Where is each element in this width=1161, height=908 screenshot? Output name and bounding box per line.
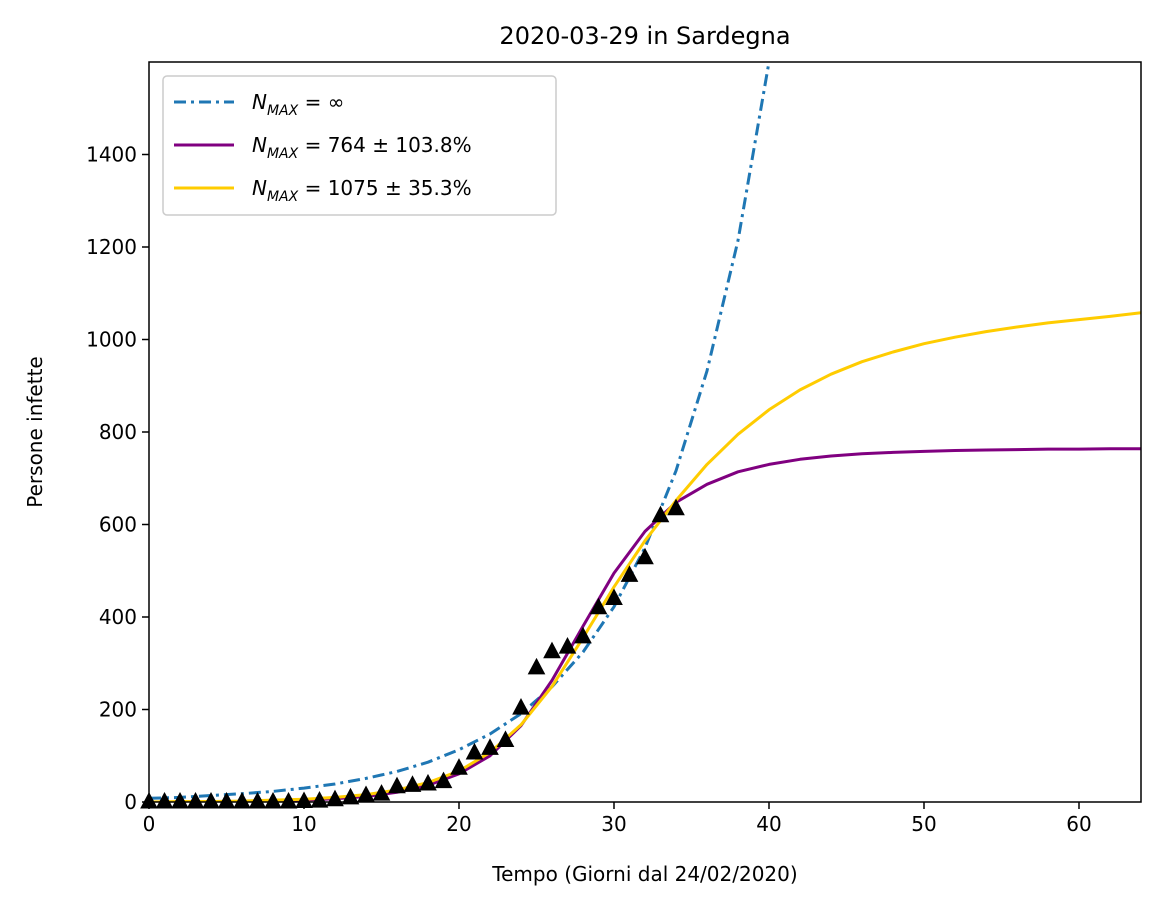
y-tick-label: 200 — [99, 698, 137, 722]
legend-label: NMAX = 1075 ± 35.3% — [252, 176, 472, 205]
data-point — [543, 641, 561, 659]
x-tick-label: 40 — [756, 812, 781, 836]
x-tick-label: 50 — [911, 812, 936, 836]
data-point — [651, 505, 670, 523]
y-tick-label: 1200 — [86, 235, 137, 259]
legend-frame — [162, 75, 557, 216]
data-point — [310, 791, 329, 808]
data-point — [558, 637, 577, 654]
data-point — [481, 738, 499, 755]
data-point — [155, 791, 174, 809]
data-point — [202, 791, 220, 809]
data-point — [574, 626, 592, 644]
data-point — [589, 597, 608, 615]
x-tick-label: 20 — [446, 812, 471, 836]
data-point — [372, 784, 391, 801]
data-point — [450, 758, 468, 775]
y-tick-label: 1400 — [86, 143, 137, 167]
data-point — [605, 588, 623, 605]
y-axis: 0 200 400 600 800 1000 1200 1400 — [86, 143, 149, 814]
data-point — [403, 775, 422, 792]
x-tick-label: 10 — [291, 812, 316, 836]
data-point — [217, 791, 236, 809]
data-point — [233, 791, 251, 809]
legend-label: NMAX = 764 ± 103.8% — [252, 133, 472, 162]
legend-label: NMAX = ∞ — [252, 90, 344, 119]
data-point — [465, 742, 484, 760]
data-point — [341, 787, 360, 805]
data-point — [264, 791, 282, 809]
data-point — [620, 565, 639, 582]
x-tick-label: 60 — [1066, 812, 1091, 836]
y-tick-label: 600 — [99, 513, 137, 537]
y-tick-label: 1000 — [86, 328, 137, 352]
data-point — [279, 791, 298, 809]
data-point — [636, 547, 654, 565]
data-point — [527, 657, 546, 675]
series-line-2 — [149, 311, 1141, 802]
x-tick-label: 30 — [601, 812, 626, 836]
data-point — [419, 773, 437, 791]
x-axis-title: Tempo (Giorni dal 24/02/2020) — [491, 862, 797, 886]
data-point — [434, 771, 453, 789]
y-axis-title: Persone infette — [23, 356, 47, 507]
data-point — [496, 730, 515, 747]
legend: NMAX = ∞ NMAX = 764 ± 103.8% NMAX = 1075 ±… — [162, 75, 557, 216]
data-point — [512, 698, 530, 715]
x-axis: 0 10 20 30 40 50 60 — [143, 802, 1092, 836]
y-tick-label: 400 — [99, 605, 137, 629]
data-point — [388, 776, 406, 794]
data-point — [186, 791, 205, 809]
series-line-0 — [149, 62, 771, 800]
data-point — [171, 791, 189, 809]
data-point — [248, 791, 267, 809]
chart-title: 2020-03-29 in Sardegna — [499, 22, 790, 50]
legend-entries: NMAX = ∞ NMAX = 764 ± 103.8% NMAX = 1075 ±… — [174, 90, 472, 205]
y-tick-label: 0 — [124, 790, 137, 814]
x-tick-label: 0 — [143, 812, 156, 836]
y-tick-label: 800 — [99, 420, 137, 444]
series-layer — [149, 62, 1141, 802]
data-point — [667, 498, 685, 516]
marker-layer — [140, 498, 685, 809]
